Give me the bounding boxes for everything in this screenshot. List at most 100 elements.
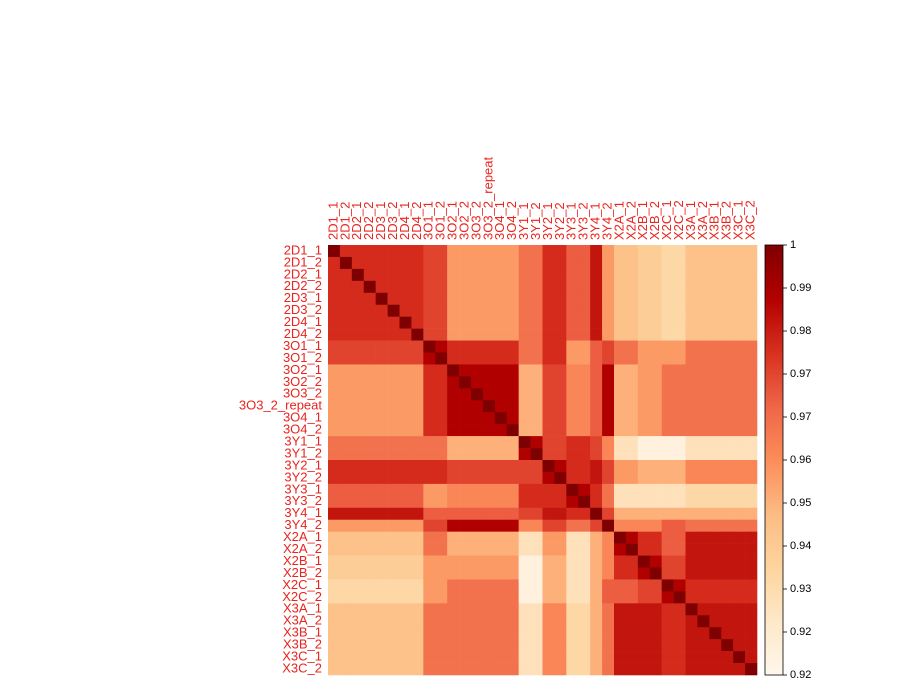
heatmap-cell	[578, 424, 591, 437]
heatmap-cell	[661, 280, 674, 294]
heatmap-cell	[351, 328, 365, 341]
heatmap-cell	[363, 304, 376, 317]
heatmap-cell	[614, 352, 627, 365]
heatmap-cell	[471, 543, 484, 556]
heatmap-cell	[411, 495, 424, 509]
heatmap-cell	[614, 627, 627, 640]
heatmap-cell	[625, 436, 639, 449]
heatmap-cell	[745, 460, 758, 473]
heatmap-cell	[339, 519, 353, 532]
heatmap-cell	[471, 304, 484, 317]
row-label: 3Y3_1	[284, 481, 322, 496]
heatmap-cell	[649, 531, 662, 544]
heatmap-cell	[685, 436, 698, 449]
heatmap-cell	[518, 268, 531, 282]
heatmap-cell	[339, 352, 353, 365]
heatmap-cell	[494, 495, 508, 509]
heatmap-cell	[518, 531, 531, 544]
heatmap-cell	[506, 304, 519, 317]
heatmap-cell	[614, 543, 627, 556]
heatmap-cell	[578, 651, 591, 664]
heatmap-cell	[482, 412, 496, 425]
heatmap-cell	[339, 292, 353, 306]
heatmap-cell	[506, 663, 519, 676]
heatmap-cell	[387, 352, 400, 365]
row-label: X2C_1	[282, 577, 322, 592]
heatmap-cell	[697, 663, 710, 676]
heatmap-cell	[566, 543, 579, 556]
heatmap-cell	[411, 304, 424, 317]
heatmap-cell	[328, 256, 341, 270]
heatmap-cell	[399, 436, 412, 449]
heatmap-cell	[530, 639, 543, 652]
heatmap-cell	[649, 328, 662, 341]
heatmap-cell	[590, 328, 603, 341]
heatmap-cell	[637, 603, 651, 616]
heatmap-cell	[471, 328, 484, 341]
heatmap-cell	[435, 388, 448, 401]
heatmap-cell	[447, 292, 460, 306]
heatmap-cell	[614, 364, 627, 377]
heatmap-cell	[697, 471, 710, 485]
heatmap-cell	[459, 328, 472, 341]
heatmap-cell	[471, 388, 484, 401]
heatmap-cell	[411, 316, 424, 329]
heatmap-cell	[661, 448, 674, 461]
heatmap-cell	[554, 555, 567, 568]
heatmap-cell	[435, 328, 448, 341]
heatmap-cell	[625, 256, 639, 270]
heatmap-cell	[411, 280, 424, 294]
heatmap-cell	[554, 376, 567, 389]
heatmap-cell	[602, 615, 615, 628]
heatmap-cell	[697, 280, 710, 294]
heatmap-cell	[494, 483, 508, 497]
heatmap-cell	[637, 400, 651, 413]
heatmap-cell	[471, 460, 484, 473]
heatmap-cell	[745, 603, 758, 616]
row-label: 2D1_2	[284, 254, 322, 269]
heatmap-cell	[328, 555, 341, 568]
heatmap-cell	[506, 651, 519, 664]
heatmap-cell	[578, 280, 591, 294]
heatmap-cell	[423, 340, 436, 353]
heatmap-cell	[590, 663, 603, 676]
heatmap-cell	[328, 280, 341, 294]
heatmap-cell	[566, 352, 579, 365]
heatmap-cell	[649, 256, 662, 270]
heatmap-cell	[745, 268, 758, 282]
heatmap-cell	[387, 519, 400, 532]
heatmap-cell	[328, 412, 341, 425]
column-label: X2C_1	[659, 200, 674, 240]
heatmap-cell	[554, 245, 567, 258]
heatmap-cell	[697, 627, 710, 640]
heatmap-cell	[661, 316, 674, 329]
heatmap-cell	[506, 507, 519, 521]
heatmap-cell	[375, 376, 388, 389]
column-label: X2A_1	[611, 201, 626, 240]
heatmap-cell	[637, 531, 651, 544]
heatmap-cell	[351, 268, 365, 282]
heatmap-cell	[339, 448, 353, 461]
heatmap-cell	[697, 651, 710, 664]
heatmap-cell	[614, 388, 627, 401]
heatmap-cell	[339, 424, 353, 437]
heatmap-cell	[363, 555, 376, 568]
column-label: 3O3_2_repeat	[480, 156, 495, 240]
heatmap-cell	[554, 531, 567, 544]
heatmap-cell	[435, 352, 448, 365]
heatmap-cell	[447, 519, 460, 532]
heatmap-cell	[387, 316, 400, 329]
heatmap-cell	[494, 292, 508, 306]
heatmap-cell	[363, 448, 376, 461]
heatmap-cell	[375, 627, 388, 640]
heatmap-cell	[733, 292, 746, 306]
heatmap-cell	[530, 519, 543, 532]
heatmap-cell	[435, 555, 448, 568]
heatmap-cell	[542, 256, 555, 270]
heatmap-cell	[363, 651, 376, 664]
heatmap-cell	[709, 519, 722, 532]
heatmap-cell	[351, 543, 365, 556]
heatmap-cell	[494, 412, 508, 425]
heatmap-cell	[387, 340, 400, 353]
heatmap-cell	[328, 364, 341, 377]
